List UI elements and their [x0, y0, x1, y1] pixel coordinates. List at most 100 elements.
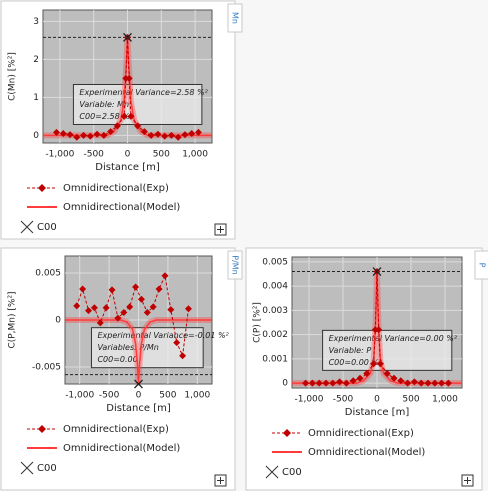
legend-label: C00 [37, 463, 57, 474]
annotation-text: Variables: P/Mn [97, 343, 158, 352]
exp-point [179, 352, 187, 360]
exp-point [113, 122, 121, 130]
annotation-text: Variable: Mn [79, 100, 129, 109]
exp-point [143, 308, 151, 316]
y-tick-label: 3 [33, 17, 39, 27]
annotation-text: C00=0.00 %² [329, 358, 383, 367]
x-tick-label: 0 [136, 391, 142, 401]
exp-point [126, 303, 134, 311]
exp-point [431, 379, 439, 387]
exp-point [93, 130, 101, 138]
exp-point [155, 285, 163, 293]
exp-point [161, 132, 169, 140]
exp-point [302, 379, 310, 387]
exp-point [161, 272, 169, 280]
exp-point [100, 131, 108, 139]
x-tick-label: 0 [374, 395, 380, 405]
exp-point [184, 305, 192, 313]
annotation-box [72, 83, 203, 125]
exp-point [85, 307, 93, 315]
x-tick-label: -1,000 [45, 150, 74, 160]
exp-point [132, 283, 140, 291]
exp-point [114, 314, 122, 322]
legend-swatch [283, 429, 291, 437]
expand-icon-arrows [464, 477, 471, 484]
exp-point [154, 130, 162, 138]
exp-point [342, 379, 350, 387]
legend-swatch [38, 184, 46, 192]
exp-point [424, 379, 432, 387]
legend-label: Omnidirectional(Exp) [63, 424, 169, 435]
legend-swatch [265, 465, 279, 479]
annotation-text: Experimental Variance=-0.01 %² [97, 331, 229, 340]
y-tick-label: 0 [33, 131, 39, 141]
exp-point [96, 319, 104, 327]
exp-point [404, 379, 412, 387]
x-tick-label: -500 [99, 391, 120, 401]
exp-point [134, 122, 142, 130]
exp-point [127, 112, 135, 120]
exp-point [102, 304, 110, 312]
y-axis-label: C(Mn) [%²] [8, 52, 18, 101]
x-tick-label: -1,000 [294, 395, 323, 405]
exp-point [308, 379, 316, 387]
legend-label: Omnidirectional(Model) [308, 447, 425, 458]
annotation-text: C00=0.00 [97, 355, 137, 364]
x-tick-label: -500 [83, 150, 104, 160]
exp-point [370, 360, 378, 368]
exp-point [167, 131, 175, 139]
legend-label: C00 [37, 222, 57, 233]
c00-marker [134, 379, 143, 389]
expand-icon-arrows [217, 226, 224, 233]
legend-swatch [38, 425, 46, 433]
exp-point [194, 128, 202, 136]
exp-point [376, 360, 384, 368]
exp-point [410, 378, 418, 386]
exp-point [181, 131, 189, 139]
y-tick-label: -0.005 [32, 363, 61, 373]
exp-point [80, 131, 88, 139]
exp-line [76, 274, 189, 358]
y-tick-label: 0.002 [262, 330, 288, 340]
legend-label: Omnidirectional(Exp) [308, 428, 414, 439]
x-axis-label: Distance [m] [95, 162, 160, 173]
exp-point [107, 128, 115, 136]
legend-label: C00 [282, 467, 302, 478]
x-tick-label: 0 [125, 150, 131, 160]
exp-point [322, 379, 330, 387]
annotation-text: Experimental Variance=0.00 %² [329, 334, 458, 343]
x-tick-label: 1,000 [184, 391, 210, 401]
annotation-box [90, 327, 204, 369]
exp-point [108, 286, 116, 294]
c00-marker [123, 32, 132, 42]
legend-label: Omnidirectional(Exp) [63, 183, 169, 194]
exp-point [120, 112, 128, 120]
exp-point [390, 374, 398, 382]
x-tick-label: 500 [402, 395, 419, 405]
y-tick-label: 0 [55, 316, 61, 326]
x-axis-label: Distance [m] [345, 407, 410, 418]
exp-point [417, 379, 425, 387]
exp-point [356, 374, 364, 382]
exp-point [174, 133, 182, 141]
annotation-box [322, 329, 453, 371]
exp-point [363, 369, 371, 377]
exp-point [53, 128, 61, 136]
annotation-text: Experimental Variance=2.58 %² [79, 88, 208, 97]
x-tick-label: -500 [333, 395, 354, 405]
panel-tab [227, 250, 243, 280]
y-tick-label: 0.005 [262, 257, 288, 267]
exp-point [173, 339, 181, 347]
exp-point [349, 377, 357, 385]
x-tick-label: 1,000 [182, 150, 208, 160]
exp-point [375, 326, 383, 334]
c00-marker [372, 267, 382, 277]
x-tick-label: 1,000 [432, 395, 458, 405]
legend-label: Omnidirectional(Model) [63, 443, 180, 454]
exp-point [438, 379, 446, 387]
exp-point [315, 379, 323, 387]
expand-icon-arrows [217, 477, 224, 484]
annotation-text: Variable: P [329, 346, 372, 355]
